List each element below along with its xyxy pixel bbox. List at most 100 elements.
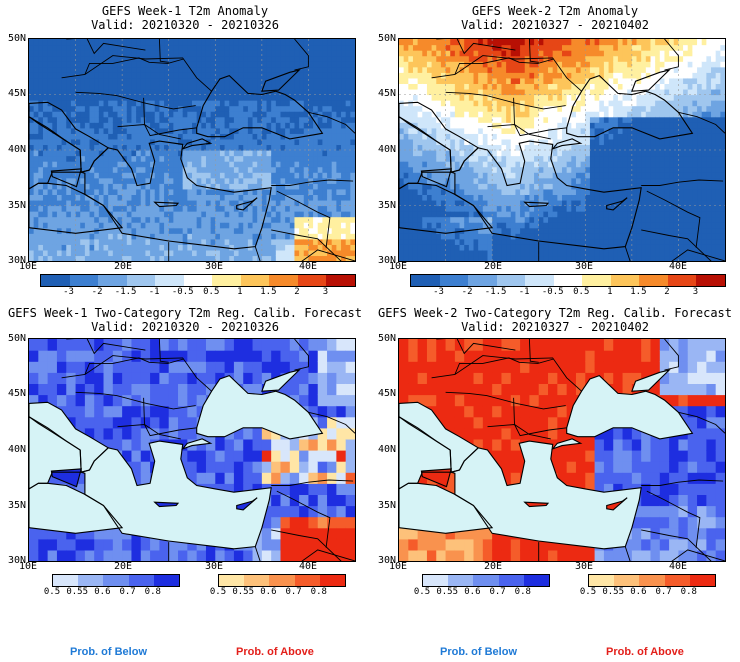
colorbar-tick-label: 0.8 <box>514 587 531 597</box>
colorbar-swatch <box>411 275 440 286</box>
colorbar-tick-label: 1 <box>607 287 613 297</box>
colorbar-swatch <box>183 275 213 286</box>
country-border <box>431 355 582 392</box>
country-border <box>254 246 261 261</box>
prob-below-label: Prob. of Below <box>70 646 147 658</box>
country-border <box>158 39 169 63</box>
colorbar-swatch <box>614 575 640 586</box>
sea-area <box>566 375 693 439</box>
coastline <box>420 168 452 188</box>
colorbar-swatch <box>294 575 320 586</box>
lat-label: 45N <box>377 88 396 99</box>
country-border <box>624 246 631 261</box>
colorbar-tick-label: 0.7 <box>119 587 136 597</box>
lat-label: 30N <box>377 555 396 566</box>
colorbar-swatch <box>689 575 716 586</box>
colorbar-tick-label: -1 <box>148 287 160 297</box>
colorbar-tick-label: -1.5 <box>114 287 137 297</box>
coastline <box>50 468 82 488</box>
anomaly-colorbar <box>410 274 726 287</box>
colorbar-tick-label: 0.55 <box>232 587 255 597</box>
panel-title: GEFS Week-1 Two-Category T2m Reg. Calib.… <box>7 306 362 320</box>
panel-valid: Valid: 20210327 - 20210402 <box>461 18 649 32</box>
colorbar-tick-label: 0.6 <box>94 587 111 597</box>
colorbar-tick-label: -2 <box>461 287 473 297</box>
colorbar-swatch <box>244 575 270 586</box>
country-border <box>271 479 354 486</box>
colorbar-tick-label: -1.5 <box>484 287 507 297</box>
colorbar-tick-label: 1.5 <box>260 287 277 297</box>
lon-label: 20E <box>113 261 133 272</box>
coastline <box>50 168 82 188</box>
country-border <box>117 124 181 140</box>
coastline <box>523 201 550 208</box>
colorbar-swatch <box>103 575 129 586</box>
lon-label: 30E <box>574 561 594 572</box>
country-border <box>75 391 196 410</box>
colorbar-swatch <box>468 275 497 286</box>
coastline <box>631 369 671 392</box>
colorbar-swatch <box>69 275 99 286</box>
panel-title: GEFS Week-1 T2m Anomaly <box>101 4 269 18</box>
colorbar-swatch <box>326 275 356 286</box>
colorbar-swatch <box>639 575 665 586</box>
colorbar-swatch <box>269 575 295 586</box>
colorbar-swatch <box>582 275 611 286</box>
colorbar-swatch <box>496 275 526 286</box>
anomaly-colorbar <box>40 274 356 287</box>
colorbar-swatch <box>126 275 156 286</box>
colorbar-tick-label: 0.6 <box>630 587 647 597</box>
colorbar-swatch <box>439 275 469 286</box>
lat-label: 40N <box>377 144 396 155</box>
lon-label: 30E <box>204 561 224 572</box>
country-border <box>624 546 631 561</box>
sea-area <box>196 375 323 439</box>
country-border <box>66 339 146 355</box>
data-field <box>399 39 725 261</box>
country-border <box>646 490 701 548</box>
coastline <box>196 374 324 440</box>
country-border <box>678 411 725 434</box>
map-canvas <box>29 39 355 261</box>
coastline <box>631 69 671 92</box>
colorbar-swatch <box>41 275 70 286</box>
colorbar-tick-label: 3 <box>692 287 699 297</box>
coastline <box>153 201 180 208</box>
lon-label: 40E <box>668 561 688 572</box>
country-border <box>117 424 181 440</box>
country-border <box>671 249 725 261</box>
coastline <box>236 497 258 511</box>
colorbar-tick-label: 0.8 <box>310 587 327 597</box>
colorbar-tick-label: 0.8 <box>144 587 161 597</box>
map-week1-anomaly <box>28 38 356 262</box>
lat-label: 35N <box>377 500 396 511</box>
country-border <box>445 91 566 110</box>
coastline <box>29 182 124 234</box>
sea-area <box>399 402 479 473</box>
country-border <box>487 424 551 440</box>
colorbar-swatch <box>319 575 346 586</box>
lon-label: 20E <box>113 561 133 572</box>
colorbar-tick-label: -0.5 <box>541 287 564 297</box>
coastline <box>399 482 494 534</box>
sea-area <box>29 483 123 534</box>
country-border <box>431 55 582 92</box>
coastline <box>420 468 452 488</box>
lon-label: 10E <box>18 561 38 572</box>
country-border <box>308 111 355 134</box>
map-canvas <box>399 339 725 561</box>
colorbar-tick-label: 0.55 <box>66 587 89 597</box>
prob-above-colorbar <box>218 574 346 587</box>
country-border <box>454 57 554 75</box>
sea-area <box>631 370 670 392</box>
lat-label: 35N <box>377 200 396 211</box>
panel-valid: Valid: 20210327 - 20210402 <box>461 320 649 334</box>
island <box>236 497 258 510</box>
lon-label: 10E <box>388 261 408 272</box>
colorbar-swatch <box>240 275 270 286</box>
country-border <box>301 549 355 561</box>
country-border <box>436 39 516 55</box>
lat-label: 30N <box>7 255 26 266</box>
lon-label: 10E <box>388 561 408 572</box>
colorbar-swatch <box>667 275 697 286</box>
